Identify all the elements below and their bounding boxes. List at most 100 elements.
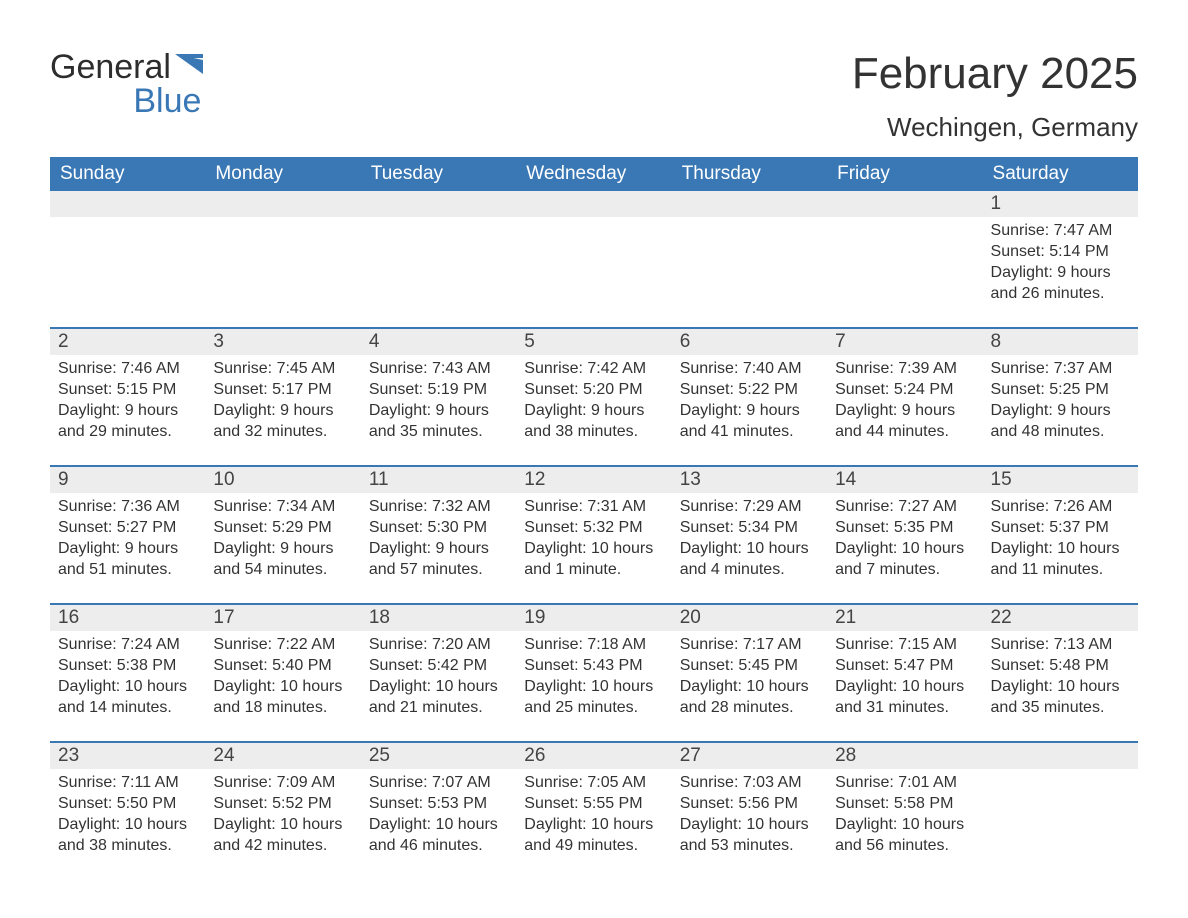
sunrise-line: Sunrise: 7:01 AM bbox=[835, 773, 974, 794]
day-number: 27 bbox=[672, 743, 827, 769]
calendar-day: 24Sunrise: 7:09 AMSunset: 5:52 PMDayligh… bbox=[205, 743, 360, 863]
calendar-day: 10Sunrise: 7:34 AMSunset: 5:29 PMDayligh… bbox=[205, 467, 360, 587]
day-number: 4 bbox=[361, 329, 516, 355]
sunset-line: Sunset: 5:52 PM bbox=[213, 794, 352, 815]
day-number: 5 bbox=[516, 329, 671, 355]
day-details: Sunrise: 7:18 AMSunset: 5:43 PMDaylight:… bbox=[516, 631, 671, 718]
sunrise-line: Sunrise: 7:09 AM bbox=[213, 773, 352, 794]
daylight-line: Daylight: 9 hours and 57 minutes. bbox=[369, 539, 508, 581]
calendar-day: 2Sunrise: 7:46 AMSunset: 5:15 PMDaylight… bbox=[50, 329, 205, 449]
daylight-line: Daylight: 10 hours and 38 minutes. bbox=[58, 815, 197, 857]
sunrise-line: Sunrise: 7:11 AM bbox=[58, 773, 197, 794]
daylight-line: Daylight: 10 hours and 14 minutes. bbox=[58, 677, 197, 719]
sunset-line: Sunset: 5:30 PM bbox=[369, 518, 508, 539]
daylight-line: Daylight: 10 hours and 46 minutes. bbox=[369, 815, 508, 857]
day-of-week-cell: Tuesday bbox=[361, 157, 516, 191]
day-details: Sunrise: 7:17 AMSunset: 5:45 PMDaylight:… bbox=[672, 631, 827, 718]
sunrise-line: Sunrise: 7:39 AM bbox=[835, 359, 974, 380]
day-of-week-cell: Friday bbox=[827, 157, 982, 191]
brand-word-1: General bbox=[50, 48, 171, 86]
sunset-line: Sunset: 5:50 PM bbox=[58, 794, 197, 815]
sunset-line: Sunset: 5:27 PM bbox=[58, 518, 197, 539]
sunset-line: Sunset: 5:35 PM bbox=[835, 518, 974, 539]
day-details: Sunrise: 7:11 AMSunset: 5:50 PMDaylight:… bbox=[50, 769, 205, 856]
day-details: Sunrise: 7:45 AMSunset: 5:17 PMDaylight:… bbox=[205, 355, 360, 442]
daylight-line: Daylight: 10 hours and 35 minutes. bbox=[991, 677, 1130, 719]
day-number: 22 bbox=[983, 605, 1138, 631]
daylight-line: Daylight: 10 hours and 1 minute. bbox=[524, 539, 663, 581]
sunrise-line: Sunrise: 7:46 AM bbox=[58, 359, 197, 380]
day-number: 13 bbox=[672, 467, 827, 493]
sunset-line: Sunset: 5:19 PM bbox=[369, 380, 508, 401]
daylight-line: Daylight: 10 hours and 25 minutes. bbox=[524, 677, 663, 719]
day-of-week-cell: Saturday bbox=[983, 157, 1138, 191]
calendar-day: 25Sunrise: 7:07 AMSunset: 5:53 PMDayligh… bbox=[361, 743, 516, 863]
sunset-line: Sunset: 5:53 PM bbox=[369, 794, 508, 815]
calendar-day-empty bbox=[516, 191, 671, 311]
calendar-day: 23Sunrise: 7:11 AMSunset: 5:50 PMDayligh… bbox=[50, 743, 205, 863]
sunrise-line: Sunrise: 7:36 AM bbox=[58, 497, 197, 518]
calendar-day: 16Sunrise: 7:24 AMSunset: 5:38 PMDayligh… bbox=[50, 605, 205, 725]
day-number: 11 bbox=[361, 467, 516, 493]
day-number bbox=[983, 743, 1138, 769]
daylight-line: Daylight: 10 hours and 49 minutes. bbox=[524, 815, 663, 857]
title-block: February 2025 Wechingen, Germany bbox=[852, 50, 1138, 143]
calendar-day: 4Sunrise: 7:43 AMSunset: 5:19 PMDaylight… bbox=[361, 329, 516, 449]
sunset-line: Sunset: 5:37 PM bbox=[991, 518, 1130, 539]
calendar-day: 18Sunrise: 7:20 AMSunset: 5:42 PMDayligh… bbox=[361, 605, 516, 725]
daylight-line: Daylight: 9 hours and 44 minutes. bbox=[835, 401, 974, 443]
day-of-week-header: SundayMondayTuesdayWednesdayThursdayFrid… bbox=[50, 157, 1138, 191]
calendar-day: 17Sunrise: 7:22 AMSunset: 5:40 PMDayligh… bbox=[205, 605, 360, 725]
daylight-line: Daylight: 9 hours and 51 minutes. bbox=[58, 539, 197, 581]
month-title: February 2025 bbox=[852, 50, 1138, 98]
sunset-line: Sunset: 5:42 PM bbox=[369, 656, 508, 677]
sunset-line: Sunset: 5:24 PM bbox=[835, 380, 974, 401]
day-number: 9 bbox=[50, 467, 205, 493]
calendar-day: 7Sunrise: 7:39 AMSunset: 5:24 PMDaylight… bbox=[827, 329, 982, 449]
day-details: Sunrise: 7:13 AMSunset: 5:48 PMDaylight:… bbox=[983, 631, 1138, 718]
day-number bbox=[827, 191, 982, 217]
sunset-line: Sunset: 5:29 PM bbox=[213, 518, 352, 539]
day-number: 18 bbox=[361, 605, 516, 631]
calendar-day-empty bbox=[827, 191, 982, 311]
sunrise-line: Sunrise: 7:13 AM bbox=[991, 635, 1130, 656]
sunset-line: Sunset: 5:47 PM bbox=[835, 656, 974, 677]
day-number: 25 bbox=[361, 743, 516, 769]
sunrise-line: Sunrise: 7:47 AM bbox=[991, 221, 1130, 242]
day-number: 6 bbox=[672, 329, 827, 355]
day-details: Sunrise: 7:24 AMSunset: 5:38 PMDaylight:… bbox=[50, 631, 205, 718]
sunrise-line: Sunrise: 7:24 AM bbox=[58, 635, 197, 656]
sunrise-line: Sunrise: 7:42 AM bbox=[524, 359, 663, 380]
sunrise-line: Sunrise: 7:15 AM bbox=[835, 635, 974, 656]
day-details: Sunrise: 7:27 AMSunset: 5:35 PMDaylight:… bbox=[827, 493, 982, 580]
calendar-day-empty bbox=[672, 191, 827, 311]
daylight-line: Daylight: 10 hours and 21 minutes. bbox=[369, 677, 508, 719]
day-details: Sunrise: 7:09 AMSunset: 5:52 PMDaylight:… bbox=[205, 769, 360, 856]
calendar-week: 2Sunrise: 7:46 AMSunset: 5:15 PMDaylight… bbox=[50, 327, 1138, 449]
calendar-day-empty bbox=[983, 743, 1138, 863]
day-details: Sunrise: 7:22 AMSunset: 5:40 PMDaylight:… bbox=[205, 631, 360, 718]
day-number bbox=[672, 191, 827, 217]
sunrise-line: Sunrise: 7:18 AM bbox=[524, 635, 663, 656]
day-details: Sunrise: 7:37 AMSunset: 5:25 PMDaylight:… bbox=[983, 355, 1138, 442]
sunrise-line: Sunrise: 7:40 AM bbox=[680, 359, 819, 380]
sunset-line: Sunset: 5:17 PM bbox=[213, 380, 352, 401]
daylight-line: Daylight: 9 hours and 26 minutes. bbox=[991, 263, 1130, 305]
day-details: Sunrise: 7:07 AMSunset: 5:53 PMDaylight:… bbox=[361, 769, 516, 856]
day-details: Sunrise: 7:26 AMSunset: 5:37 PMDaylight:… bbox=[983, 493, 1138, 580]
sunrise-line: Sunrise: 7:05 AM bbox=[524, 773, 663, 794]
sunrise-line: Sunrise: 7:27 AM bbox=[835, 497, 974, 518]
day-details: Sunrise: 7:01 AMSunset: 5:58 PMDaylight:… bbox=[827, 769, 982, 856]
day-number: 16 bbox=[50, 605, 205, 631]
flag-icon bbox=[175, 54, 203, 79]
location-label: Wechingen, Germany bbox=[852, 112, 1138, 143]
sunrise-line: Sunrise: 7:37 AM bbox=[991, 359, 1130, 380]
sunset-line: Sunset: 5:38 PM bbox=[58, 656, 197, 677]
calendar-day: 9 Sunrise: 7:36 AMSunset: 5:27 PMDaylight… bbox=[50, 467, 205, 587]
sunset-line: Sunset: 5:20 PM bbox=[524, 380, 663, 401]
daylight-line: Daylight: 10 hours and 4 minutes. bbox=[680, 539, 819, 581]
sunset-line: Sunset: 5:32 PM bbox=[524, 518, 663, 539]
day-number: 24 bbox=[205, 743, 360, 769]
day-number: 3 bbox=[205, 329, 360, 355]
day-number: 23 bbox=[50, 743, 205, 769]
